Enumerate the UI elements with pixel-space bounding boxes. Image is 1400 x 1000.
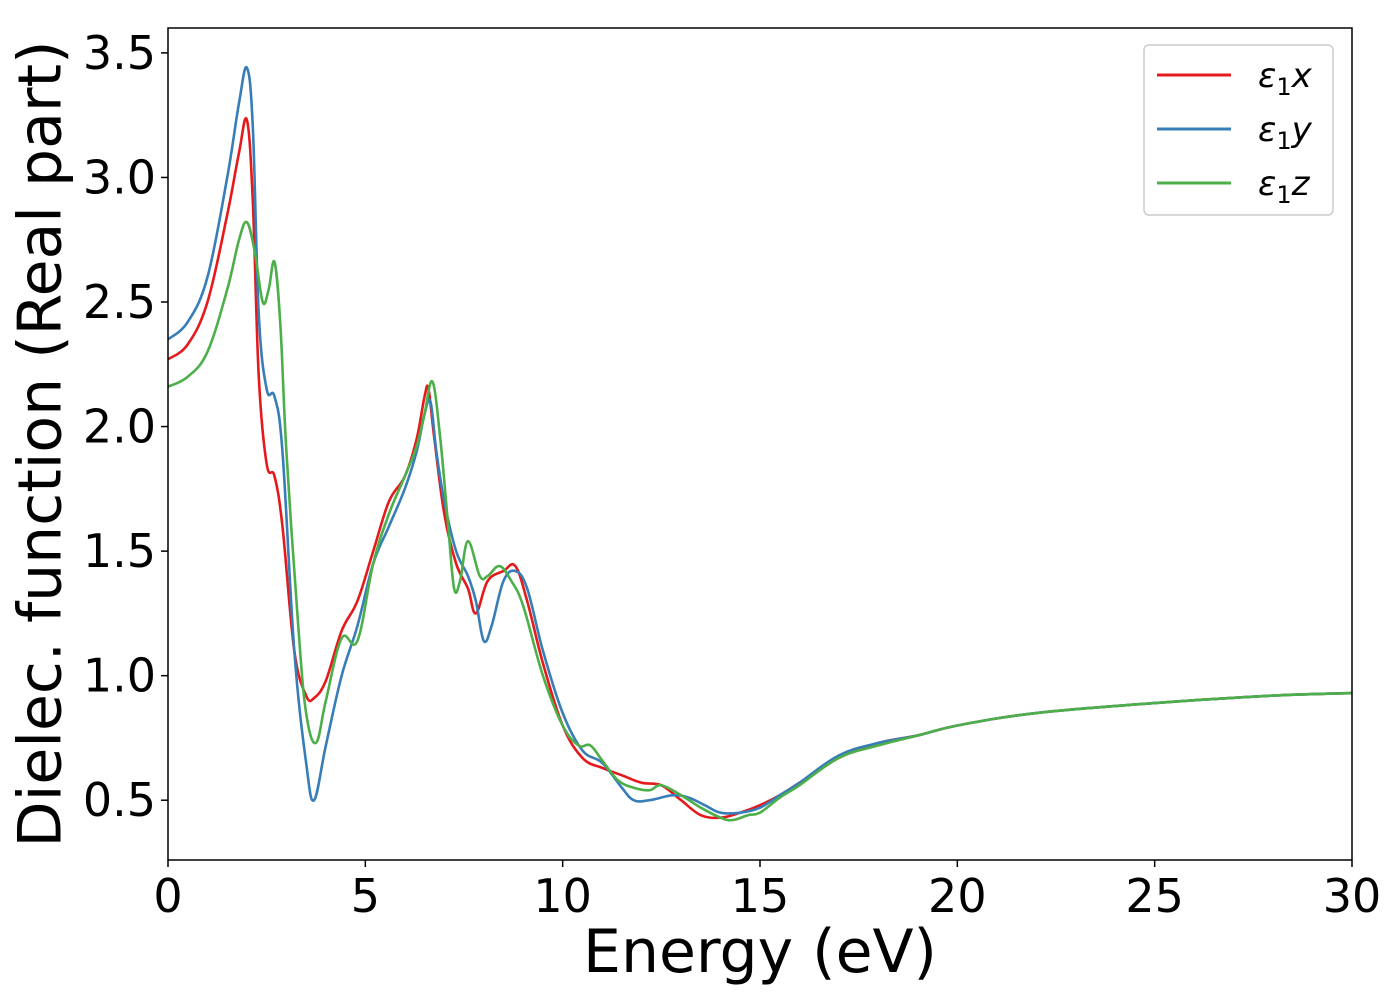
legend-label: ε1z — [1258, 164, 1311, 209]
x-tick-label: 0 — [153, 869, 182, 923]
y-tick-label: 2.5 — [83, 275, 156, 329]
y-axis-title: Dielec. function (Real part) — [6, 41, 76, 848]
x-axis-title: Energy (eV) — [583, 917, 937, 987]
x-tick-label: 5 — [351, 869, 380, 923]
y-tick-label: 1.0 — [83, 649, 156, 703]
legend-label: ε1y — [1258, 110, 1313, 155]
x-tick-label: 30 — [1323, 869, 1382, 923]
series-line-y — [168, 65, 1352, 815]
y-axis: 0.5 1.0 1.5 2.0 2.5 3.0 3.5 — [83, 26, 168, 827]
x-tick-label: 20 — [928, 869, 987, 923]
y-tick-label: 3.5 — [83, 26, 156, 80]
x-tick-label: 25 — [1125, 869, 1184, 923]
x-axis: 0 5 10 15 20 25 30 — [153, 860, 1381, 923]
series-layer — [168, 65, 1352, 822]
x-tick-label: 10 — [533, 869, 592, 923]
series-line-z — [168, 220, 1352, 822]
legend: ε1x ε1y ε1z — [1143, 44, 1334, 216]
legend-label: ε1x — [1258, 56, 1313, 101]
legend-box — [1143, 44, 1334, 216]
legend-item-y: ε1y — [1157, 110, 1313, 155]
y-tick-label: 1.5 — [83, 524, 156, 578]
y-tick-label: 3.0 — [83, 150, 156, 204]
x-tick-label: 15 — [731, 869, 790, 923]
legend-item-x: ε1x — [1157, 56, 1313, 101]
legend-item-z: ε1z — [1157, 164, 1311, 209]
y-tick-label: 0.5 — [83, 773, 156, 827]
y-tick-label: 2.0 — [83, 400, 156, 454]
